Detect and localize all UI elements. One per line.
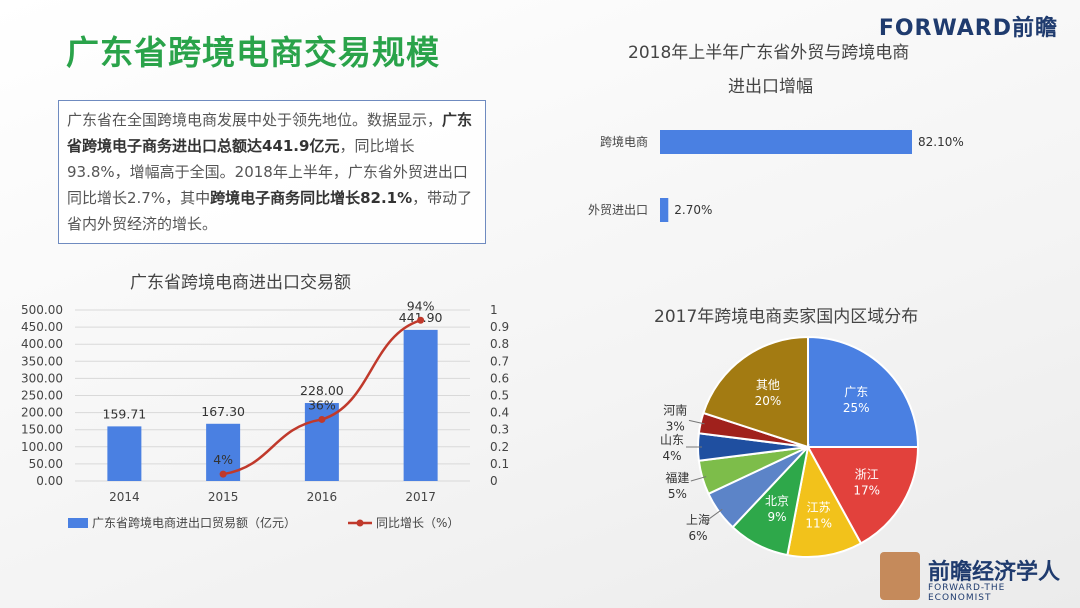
y-tick-label: 500.00 xyxy=(21,303,63,317)
summary-text-2: ，同比增长93.8%，增幅高于全国。2018年上半年，广东省外贸进出口同比增长2… xyxy=(67,137,468,207)
growth-point xyxy=(318,415,326,423)
pie-slice-name: 其他 xyxy=(756,378,780,392)
pie-leader-line xyxy=(688,419,705,425)
trade-volume-chart: 500.00 450.00 400.00 350.00 300.00 250.00 200.… xyxy=(21,298,509,530)
bar-value-label: 167.30 xyxy=(201,404,245,419)
y2-tick-label: 0.5 xyxy=(490,389,509,403)
pie-slice-value: 3% xyxy=(666,419,685,433)
y-tick-label: 300.00 xyxy=(21,371,63,385)
pie-slice-value: 6% xyxy=(688,529,707,543)
y2-tick-label: 0.3 xyxy=(490,423,509,437)
y2-tick-label: 0 xyxy=(490,474,498,488)
y2-tick-label: 0.6 xyxy=(490,371,509,385)
hbar xyxy=(660,130,912,154)
pie-slice-name: 上海 xyxy=(686,512,710,527)
brand-footer: 前瞻经济学人 FORWARD-THE ECONOMIST xyxy=(880,552,1070,603)
legend-bar-swatch xyxy=(68,518,88,528)
summary-text-3: ，带动了省内外贸经济的增长。 xyxy=(67,189,473,233)
x-tick-label: 2016 xyxy=(307,490,338,504)
bar-value-label: 228.00 xyxy=(300,383,344,398)
pie-slice xyxy=(786,444,863,558)
hbar xyxy=(660,198,669,222)
x-tick-label: 2014 xyxy=(109,490,140,504)
seller-region-pie: 广东 25% 浙江 17% 江苏 11% 北京 9% 上海 6% 福建 5% 山东 4% 河南 3% 其他 20% xyxy=(660,335,920,558)
y2-tick-label: 0.8 xyxy=(490,337,509,351)
brand-avatar xyxy=(880,552,920,600)
pie-slice-name: 福建 xyxy=(665,470,689,485)
x-tick-label: 2015 xyxy=(208,490,239,504)
summary-bold-2: 跨境电子商务同比增长82.1% xyxy=(210,189,413,207)
pie-slice-name: 河南 xyxy=(663,402,687,417)
hbar-value-label: 2.70% xyxy=(674,203,712,217)
y2-tick-label: 0.1 xyxy=(490,457,509,471)
pie-slice-name: 江苏 xyxy=(807,500,831,514)
bar xyxy=(403,329,438,481)
growth-point xyxy=(417,316,425,324)
pie-slice-value: 9% xyxy=(768,510,787,524)
y-tick-label: 150.00 xyxy=(21,423,63,437)
growth-label: 4% xyxy=(213,452,233,467)
y2-tick-label: 0.4 xyxy=(490,406,509,420)
bar-category-label: 跨境电商 xyxy=(600,134,648,149)
brand-name: 前瞻经济学人 xyxy=(928,560,1061,585)
y2-tick-label: 1 xyxy=(490,303,498,317)
legend-bar-label: 广东省跨境电商进出口贸易额（亿元） xyxy=(92,515,296,530)
pie-slice-value: 4% xyxy=(662,449,681,463)
legend-line-label: 同比增长（%） xyxy=(376,516,459,530)
x-tick-label: 2017 xyxy=(405,490,436,504)
pie-slice xyxy=(806,446,920,545)
summary-box: 广东省在全国跨境电商发展中处于领先地位。数据显示，广东省跨境电子商务进出口总额达… xyxy=(58,100,486,244)
hbar-value-label: 82.10% xyxy=(918,135,964,149)
brand-subtitle: FORWARD-THE ECONOMIST xyxy=(928,583,1006,603)
growth-chart-title-line2: 进出口增幅 xyxy=(728,77,813,97)
forward-logo: FORWARD前瞻 xyxy=(878,16,1058,41)
seller-region-chart-title: 2017年跨境电商卖家国内区域分布 xyxy=(654,307,919,327)
pie-slice xyxy=(702,335,809,449)
bar-value-label: 159.71 xyxy=(103,406,147,421)
growth-label: 94% xyxy=(407,298,435,313)
summary-bold-1: 广东省跨境电子商务进出口总额达441.9亿元 xyxy=(67,111,473,155)
summary-text-1: 广东省在全国跨境电商发展中处于领先地位。数据显示， xyxy=(67,111,443,129)
y-tick-label: 0.00 xyxy=(36,474,63,488)
y-tick-label: 200.00 xyxy=(21,406,63,420)
y2-tick-label: 0.9 xyxy=(490,320,509,334)
trade-chart-title: 广东省跨境电商进出口交易额 xyxy=(130,273,351,293)
growth-comparison-chart: 跨境电商 82.10% 外贸进出口 2.70% xyxy=(588,130,964,222)
pie-slice-name: 北京 xyxy=(765,494,789,508)
y-tick-label: 100.00 xyxy=(21,440,63,454)
pie-leader-line xyxy=(690,476,707,482)
page-title: 广东省跨境电商交易规模 xyxy=(66,33,440,72)
y-tick-label: 400.00 xyxy=(21,337,63,351)
y2-tick-label: 0.7 xyxy=(490,354,509,368)
pie-slice-name: 广东 xyxy=(844,385,868,399)
growth-label: 36% xyxy=(308,397,336,412)
bar xyxy=(107,426,142,481)
pie-slice-value: 17% xyxy=(853,484,880,498)
y-tick-label: 450.00 xyxy=(21,320,63,334)
y-tick-label: 50.00 xyxy=(29,457,63,471)
pie-slice-value: 5% xyxy=(668,487,687,501)
pie-slice-value: 20% xyxy=(755,394,782,408)
pie-slice-name: 山东 xyxy=(660,433,684,447)
y2-tick-label: 0.2 xyxy=(490,440,509,454)
bar-category-label: 外贸进出口 xyxy=(588,203,648,217)
growth-chart-title-line1: 2018年上半年广东省外贸与跨境电商 xyxy=(628,43,910,63)
y-tick-label: 350.00 xyxy=(21,354,63,368)
y-tick-label: 250.00 xyxy=(21,389,63,403)
legend-line-marker xyxy=(356,519,364,527)
growth-point xyxy=(219,470,227,478)
pie-slice-value: 11% xyxy=(805,516,832,530)
pie-slice-name: 浙江 xyxy=(855,468,879,482)
pie-leader-line xyxy=(709,508,723,520)
pie-slice-value: 25% xyxy=(843,401,870,415)
pie-slice xyxy=(807,335,920,448)
